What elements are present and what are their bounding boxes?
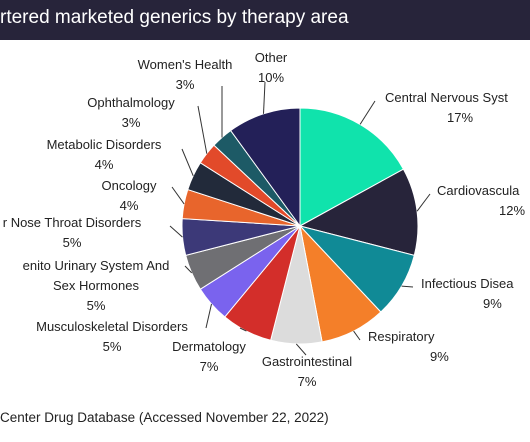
slice-name: Cardiovascula [437,183,520,198]
leader-line [205,303,212,329]
slice-label: Central Nervous Syst 17% [385,90,508,125]
slice-label: Gastrointestinal 7% [262,354,352,389]
slice-value: 4% [95,157,114,172]
slice-name: Oncology [102,178,157,193]
leader-line [181,148,194,176]
slice-name: Metabolic Disorders [47,137,162,152]
slice-name: Sex Hormones [53,278,139,293]
title-bar: rtered marketed generics by therapy area [0,0,530,40]
leader-line [197,105,208,154]
slice-value: 17% [447,110,473,125]
pie-slice [299,107,405,227]
leader-line [171,186,185,205]
source-note: Center Drug Database (Accessed November … [0,410,329,425]
slice-label: Infectious Disea 9% [421,276,514,311]
leader-line [295,343,307,356]
slice-name: Women's Health [138,57,233,72]
slice-label: Cardiovascula 12% [437,183,525,218]
slice-label: Metabolic Disorders 4% [47,137,162,172]
slice-label: Women's Health 3% [138,57,233,92]
slice-label: Dermatology 7% [172,339,246,374]
slice-name: Respiratory [368,329,435,344]
slice-value: 10% [258,70,284,85]
leader-line [263,81,266,114]
slice-value: 5% [63,235,82,250]
slice-value: 9% [430,349,449,364]
slice-name: Dermatology [172,339,246,354]
slice-name: Gastrointestinal [262,354,352,369]
slice-name: Infectious Disea [421,276,514,291]
leader-line [169,225,183,238]
slice-name: Ophthalmology [87,95,175,110]
slice-label: Respiratory 9% [368,329,449,364]
slice-value: 4% [120,198,139,213]
slice-label: enito Urinary System And Sex Hormones 5% [23,258,170,313]
slice-label: Ophthalmology 3% [87,95,175,130]
slice-name: Other [255,50,288,65]
leader-line [416,193,431,212]
slice-value: 3% [176,77,195,92]
slice-value: 12% [499,203,525,218]
slice-value: 9% [483,296,502,311]
slice-label: Other 10% [255,50,288,85]
slice-value: 5% [103,339,122,354]
leader-line [359,100,376,125]
leader-line [239,327,247,332]
slice-value: 5% [87,298,106,313]
pie-slice [298,168,419,256]
slice-label: Oncology 4% [102,178,157,213]
chart-title: rtered marketed generics by therapy area [0,7,349,28]
slice-name: Central Nervous Syst [385,90,508,105]
leader-line [353,330,361,341]
leader-line [401,285,414,288]
slice-name: r Nose Throat Disorders [3,215,142,230]
slice-name: enito Urinary System And [23,258,170,273]
slice-label: Musculoskeletal Disorders 5% [36,319,188,354]
slice-name: Musculoskeletal Disorders [36,319,188,334]
slice-value: 7% [200,359,219,374]
slice-value: 3% [122,115,141,130]
slice-value: 7% [298,374,317,389]
leader-line [184,265,193,274]
pie-slice [229,107,301,228]
slice-label: r Nose Throat Disorders 5% [3,215,142,250]
